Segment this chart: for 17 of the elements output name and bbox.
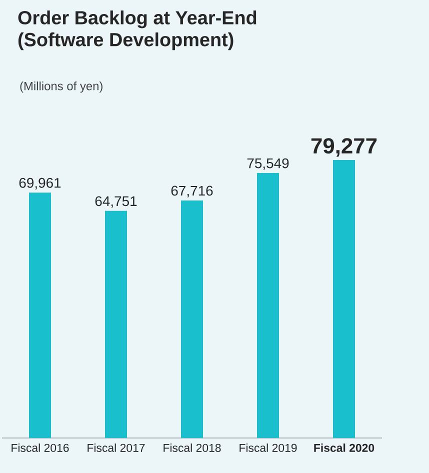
data-label: 69,961	[19, 178, 61, 190]
x-tick-label: Fiscal 2019	[240, 444, 297, 452]
chart-subtitle: (Millions of yen)	[20, 82, 102, 93]
x-tick-label: Fiscal 2016	[12, 444, 69, 452]
data-label: 75,549	[247, 158, 289, 170]
bar	[333, 160, 356, 438]
bar	[29, 192, 51, 438]
bar	[257, 173, 280, 438]
bar	[181, 200, 204, 438]
data-label: 67,716	[171, 186, 213, 198]
chart-title: Order Backlog at Year-End (Software Development)	[18, 10, 256, 50]
bar	[105, 210, 127, 438]
x-tick-label: Fiscal 2018	[164, 444, 221, 452]
data-label: 79,277	[311, 138, 377, 157]
x-tick-label: Fiscal 2017	[88, 444, 145, 452]
x-tick-label: Fiscal 2020	[314, 444, 374, 452]
data-label: 64,751	[95, 196, 137, 208]
